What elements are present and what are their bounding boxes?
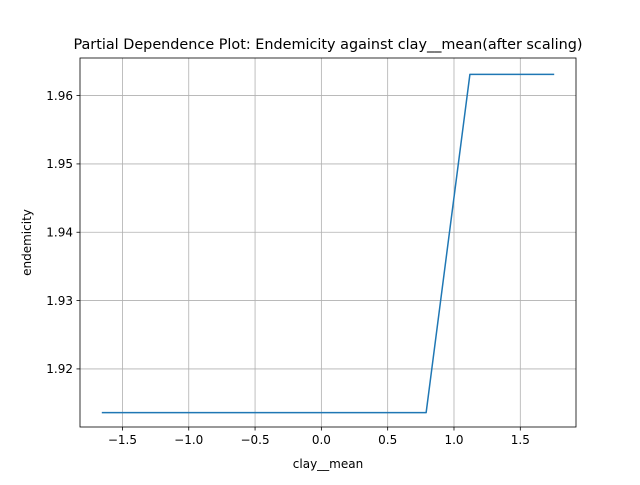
- y-tick-label: 1.92: [46, 362, 73, 376]
- x-axis: −1.5 −1.0 −0.5 0.0 0.5 1.0 1.5: [108, 427, 530, 447]
- y-tick-label: 1.95: [46, 157, 73, 171]
- series-layer: [101, 73, 555, 414]
- x-tick-label: 1.5: [511, 433, 530, 447]
- x-tick-label: −0.5: [240, 433, 269, 447]
- y-axis: 1.92 1.93 1.94 1.95 1.96: [46, 89, 80, 376]
- chart-title: Partial Dependence Plot: Endemicity agai…: [73, 37, 582, 53]
- grid: [80, 58, 576, 427]
- x-tick-label: 0.5: [378, 433, 397, 447]
- x-tick-label: 0.0: [312, 433, 331, 447]
- plot-frame: [79, 57, 577, 428]
- series-line: [101, 73, 555, 414]
- x-tick-label: −1.0: [174, 433, 203, 447]
- x-axis-label: clay__mean: [293, 457, 363, 471]
- y-tick-label: 1.94: [46, 226, 73, 240]
- x-tick-label: 1.0: [444, 433, 463, 447]
- plot-background: [80, 58, 576, 427]
- x-tick-label: −1.5: [108, 433, 137, 447]
- y-tick-label: 1.93: [46, 294, 73, 308]
- y-axis-label: endemicity: [20, 209, 34, 276]
- y-tick-label: 1.96: [46, 89, 73, 103]
